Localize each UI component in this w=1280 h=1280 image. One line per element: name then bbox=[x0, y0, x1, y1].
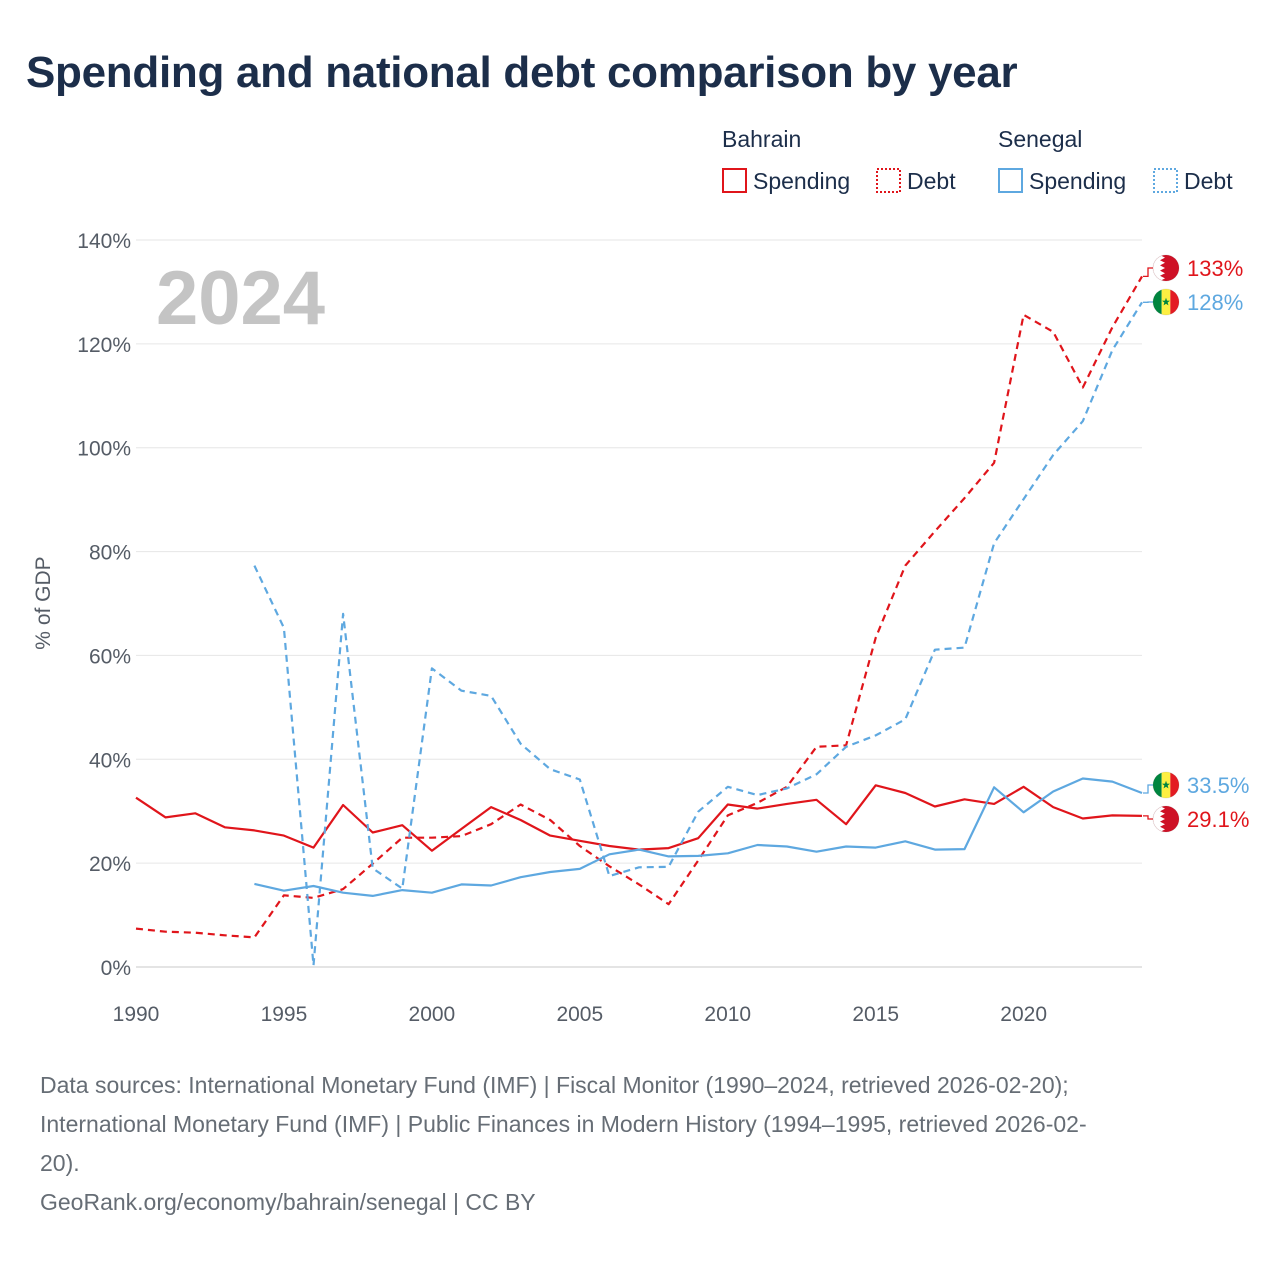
senegal-flag-icon bbox=[1152, 288, 1180, 316]
end-connector bbox=[1143, 815, 1153, 820]
end-connector bbox=[1143, 267, 1153, 278]
source-credit: GeoRank.org/economy/bahrain/senegal | CC… bbox=[40, 1189, 536, 1215]
chart-title: Spending and national debt comparison by… bbox=[26, 48, 1018, 97]
gridlines bbox=[136, 239, 1142, 968]
year-watermark: 2024 bbox=[156, 256, 325, 341]
x-tick-label: 1995 bbox=[261, 1003, 308, 1026]
senegal-flag-icon bbox=[1152, 771, 1180, 799]
legend-label-bahrain-debt: Debt bbox=[907, 168, 956, 194]
x-tick-label: 2000 bbox=[409, 1003, 456, 1026]
series-line-senegal-debt bbox=[253, 301, 1143, 967]
legend: Bahrain Spending Debt Senegal Spending D… bbox=[722, 126, 1233, 194]
end-connector bbox=[1143, 784, 1153, 794]
series-line-senegal-spending bbox=[254, 777, 1143, 897]
legend-swatch-senegal-spending bbox=[998, 168, 1023, 193]
legend-swatch-senegal-debt bbox=[1153, 168, 1178, 193]
end-value-label: 128% bbox=[1187, 290, 1243, 315]
y-tick-label: 80% bbox=[89, 542, 131, 565]
y-tick-label: 20% bbox=[89, 853, 131, 876]
x-ticks: 1990 1995 2000 2005 2010 2015 2020 bbox=[113, 1003, 1047, 1026]
y-ticks: 0% 20% 40% 60% 80% 100% 120% 140% bbox=[77, 230, 131, 980]
legend-group-senegal: Senegal bbox=[998, 126, 1082, 152]
y-tick-label: 100% bbox=[77, 438, 131, 461]
series-lines bbox=[135, 275, 1143, 967]
x-tick-label: 2010 bbox=[704, 1003, 751, 1026]
source-line-2: International Monetary Fund (IMF) | Publ… bbox=[40, 1111, 1087, 1137]
legend-swatch-bahrain-spending bbox=[722, 168, 747, 193]
end-value-label: 133% bbox=[1187, 256, 1243, 281]
y-tick-label: 40% bbox=[89, 749, 131, 772]
y-axis-label: % of GDP bbox=[32, 556, 55, 649]
legend-label-senegal-spending: Spending bbox=[1029, 168, 1126, 194]
source-line-3: 20). bbox=[40, 1150, 80, 1176]
y-tick-label: 60% bbox=[89, 645, 131, 668]
series-line-bahrain-debt bbox=[135, 275, 1143, 939]
x-tick-label: 2020 bbox=[1000, 1003, 1047, 1026]
end-labels: 29.1% 133% 33.5% 128% bbox=[1143, 254, 1249, 833]
legend-group-bahrain: Bahrain bbox=[722, 126, 801, 152]
y-tick-label: 0% bbox=[101, 957, 131, 980]
legend-label-senegal-debt: Debt bbox=[1184, 168, 1233, 194]
x-tick-label: 2015 bbox=[852, 1003, 899, 1026]
bahrain-flag-icon bbox=[1152, 805, 1180, 833]
y-tick-label: 140% bbox=[77, 230, 131, 253]
source-line-1: Data sources: International Monetary Fun… bbox=[40, 1072, 1069, 1098]
x-tick-label: 1990 bbox=[113, 1003, 160, 1026]
end-value-label: 33.5% bbox=[1187, 773, 1249, 798]
sources-footer: Data sources: International Monetary Fun… bbox=[40, 1066, 1240, 1222]
legend-swatch-bahrain-debt bbox=[876, 168, 901, 193]
chart-area: Bahrain Spending Debt Senegal Spending D… bbox=[32, 126, 1249, 1026]
bahrain-flag-icon bbox=[1152, 254, 1180, 282]
x-tick-label: 2005 bbox=[556, 1003, 603, 1026]
legend-label-bahrain-spending: Spending bbox=[753, 168, 850, 194]
end-value-label: 29.1% bbox=[1187, 807, 1249, 832]
y-tick-label: 120% bbox=[77, 334, 131, 357]
